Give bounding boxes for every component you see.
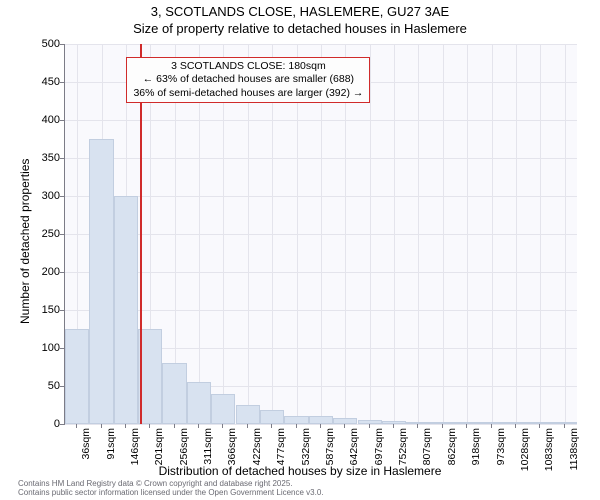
x-tick-label: 862sqm: [446, 428, 458, 472]
tooltip-line-1: 3 SCOTLANDS CLOSE: 180sqm: [133, 60, 363, 73]
x-tick-label: 973sqm: [495, 428, 507, 472]
x-tick-mark: [296, 424, 297, 428]
gridline-v: [492, 44, 493, 424]
x-tick-label: 1083sqm: [543, 428, 555, 472]
histogram-bar: [284, 416, 308, 424]
y-tick-mark: [60, 44, 64, 45]
x-tick-mark: [101, 424, 102, 428]
gridline-v: [467, 44, 468, 424]
x-tick-label: 587sqm: [324, 428, 336, 472]
x-tick-label: 752sqm: [397, 428, 409, 472]
y-tick-mark: [60, 348, 64, 349]
x-tick-mark: [466, 424, 467, 428]
y-tick-label: 100: [20, 342, 60, 354]
gridline-v: [540, 44, 541, 424]
histogram-bar: [187, 382, 211, 424]
x-tick-mark: [320, 424, 321, 428]
x-tick-mark: [271, 424, 272, 428]
histogram-bar: [162, 363, 186, 424]
y-tick-mark: [60, 310, 64, 311]
y-tick-mark: [60, 234, 64, 235]
x-tick-mark: [247, 424, 248, 428]
x-tick-label: 256sqm: [178, 428, 190, 472]
histogram-bar: [65, 329, 89, 424]
y-tick-label: 200: [20, 266, 60, 278]
x-tick-label: 1138sqm: [568, 428, 580, 472]
x-tick-mark: [564, 424, 565, 428]
histogram-bar: [236, 405, 260, 424]
x-tick-label: 532sqm: [300, 428, 312, 472]
y-tick-mark: [60, 158, 64, 159]
x-tick-label: 311sqm: [202, 428, 214, 472]
y-tick-label: 300: [20, 190, 60, 202]
y-tick-label: 450: [20, 76, 60, 88]
tooltip-line-2: ← 63% of detached houses are smaller (68…: [133, 73, 363, 86]
x-tick-label: 1028sqm: [519, 428, 531, 472]
x-tick-mark: [442, 424, 443, 428]
x-tick-mark: [222, 424, 223, 428]
x-tick-label: 146sqm: [129, 428, 141, 472]
x-tick-mark: [174, 424, 175, 428]
y-tick-mark: [60, 424, 64, 425]
x-tick-mark: [198, 424, 199, 428]
credit-text: Contains HM Land Registry data © Crown c…: [18, 479, 324, 497]
gridline-h: [65, 424, 577, 425]
credit-line-2: Contains public sector information licen…: [18, 488, 324, 497]
x-tick-label: 642sqm: [348, 428, 360, 472]
chart-container: 3, SCOTLANDS CLOSE, HASLEMERE, GU27 3AE …: [0, 0, 600, 500]
y-tick-mark: [60, 82, 64, 83]
x-tick-mark: [125, 424, 126, 428]
tooltip-line-3: 36% of semi-detached houses are larger (…: [133, 87, 363, 100]
x-tick-label: 918sqm: [470, 428, 482, 472]
x-tick-mark: [76, 424, 77, 428]
x-tick-label: 477sqm: [275, 428, 287, 472]
y-tick-label: 400: [20, 114, 60, 126]
y-tick-label: 50: [20, 380, 60, 392]
chart-title-main: 3, SCOTLANDS CLOSE, HASLEMERE, GU27 3AE: [0, 4, 600, 19]
x-tick-mark: [491, 424, 492, 428]
x-tick-mark: [344, 424, 345, 428]
gridline-v: [394, 44, 395, 424]
y-axis-label: Number of detached properties: [18, 159, 32, 324]
gridline-v: [516, 44, 517, 424]
x-tick-label: 807sqm: [421, 428, 433, 472]
gridline-v: [443, 44, 444, 424]
y-tick-label: 500: [20, 38, 60, 50]
y-tick-mark: [60, 120, 64, 121]
y-tick-mark: [60, 196, 64, 197]
x-tick-label: 91sqm: [105, 428, 117, 472]
gridline-v: [418, 44, 419, 424]
x-tick-label: 422sqm: [251, 428, 263, 472]
x-tick-label: 366sqm: [226, 428, 238, 472]
histogram-bar: [211, 394, 235, 424]
y-tick-label: 150: [20, 304, 60, 316]
plot-area: 3 SCOTLANDS CLOSE: 180sqm← 63% of detach…: [64, 44, 577, 425]
y-tick-mark: [60, 272, 64, 273]
x-tick-label: 36sqm: [80, 428, 92, 472]
x-tick-label: 201sqm: [153, 428, 165, 472]
marker-tooltip: 3 SCOTLANDS CLOSE: 180sqm← 63% of detach…: [126, 57, 370, 102]
x-tick-mark: [369, 424, 370, 428]
x-tick-mark: [149, 424, 150, 428]
histogram-bar: [114, 196, 138, 424]
x-tick-mark: [515, 424, 516, 428]
y-tick-label: 0: [20, 418, 60, 430]
gridline-v: [565, 44, 566, 424]
histogram-bar: [309, 416, 333, 424]
histogram-bar: [89, 139, 113, 424]
credit-line-1: Contains HM Land Registry data © Crown c…: [18, 479, 324, 488]
y-tick-label: 250: [20, 228, 60, 240]
histogram-bar: [260, 410, 284, 424]
x-tick-mark: [539, 424, 540, 428]
y-tick-label: 350: [20, 152, 60, 164]
y-tick-mark: [60, 386, 64, 387]
chart-title-sub: Size of property relative to detached ho…: [0, 21, 600, 36]
x-tick-mark: [393, 424, 394, 428]
x-tick-label: 697sqm: [373, 428, 385, 472]
x-tick-mark: [417, 424, 418, 428]
